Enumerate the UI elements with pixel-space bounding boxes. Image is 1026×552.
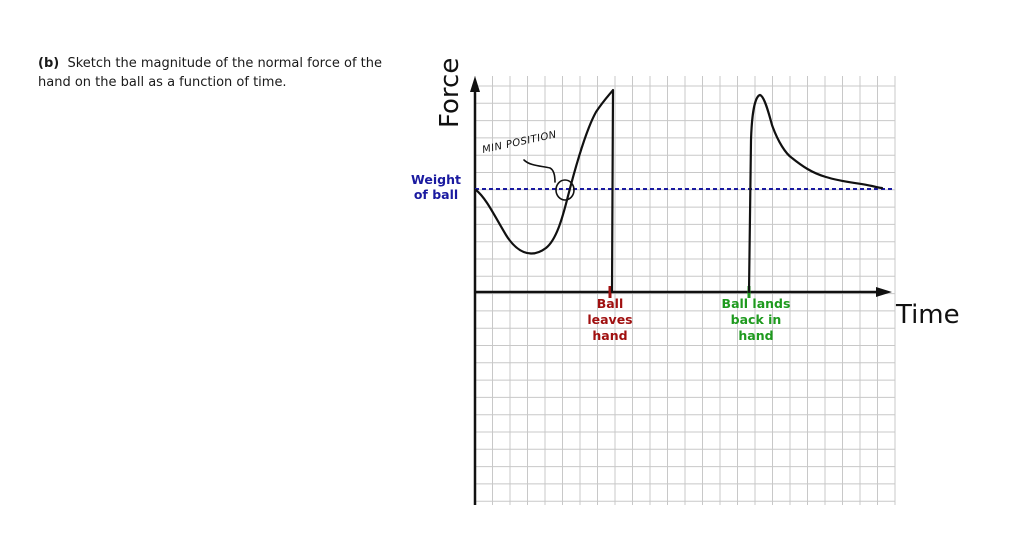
question-text: (b) Sketch the magnitude of the normal f… <box>38 54 418 92</box>
ball-leaves-line3: hand <box>592 328 627 343</box>
y-axis-arrow <box>470 76 480 92</box>
ball-leaves-line1: Ball <box>597 296 624 311</box>
y-axis-label: Force <box>435 58 465 128</box>
x-axis-label: Time <box>895 300 960 330</box>
weight-label-line2: of ball <box>414 187 458 202</box>
question-part: (b) <box>38 56 60 71</box>
ball-lands-line1: Ball lands <box>722 296 791 311</box>
x-axis-arrow <box>876 287 892 297</box>
weight-label-line1: Weight <box>411 172 461 187</box>
ball-lands-line2: back in <box>731 312 782 327</box>
ball-leaves-line2: leaves <box>587 312 632 327</box>
annotation-pointer <box>523 159 556 183</box>
question-body: Sketch the magnitude of the normal force… <box>38 56 382 90</box>
force-curve-contact-1 <box>474 88 615 294</box>
ball-lands-line3: hand <box>738 328 773 343</box>
min-position-circle <box>555 179 575 201</box>
force-curve-contact-2 <box>747 93 884 294</box>
